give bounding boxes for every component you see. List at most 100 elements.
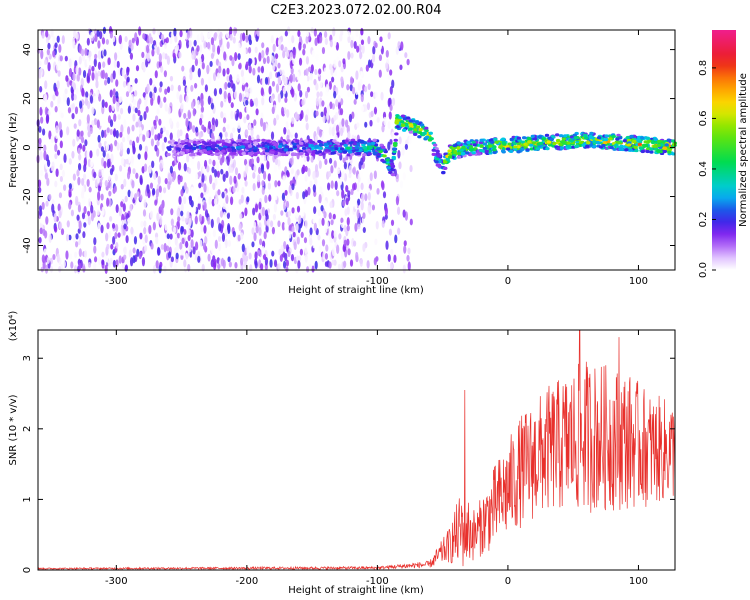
spectrogram-point (107, 181, 111, 189)
spectrogram-point (126, 133, 130, 142)
snr-y-tick-label: 2 (22, 426, 33, 432)
spectrogram-point (471, 140, 476, 145)
spectrogram-point (97, 256, 102, 266)
spectrogram-point (142, 209, 147, 217)
spectrogram-point (51, 199, 55, 206)
spectrogram-point (102, 61, 106, 68)
spectrogram-point (159, 204, 163, 211)
spectrogram-x-tick-label: 0 (505, 276, 511, 287)
spectrogram-point (93, 95, 97, 104)
spectrogram-point (217, 189, 221, 196)
spectrogram-point (324, 37, 328, 46)
spectrogram-point (98, 141, 102, 149)
spectrogram-point (392, 147, 397, 151)
spectrogram-point (254, 203, 259, 213)
snr-x-tick-label: -100 (366, 576, 389, 587)
spectrogram-point (283, 241, 287, 250)
spectrogram-point (89, 150, 93, 159)
spectrogram-point (379, 36, 383, 43)
spectrogram-point (106, 197, 110, 207)
spectrogram-point (97, 191, 101, 201)
spectrogram-point (332, 139, 337, 143)
spectrogram-point (211, 141, 216, 145)
spectrogram-point (117, 114, 121, 120)
spectrogram-point (247, 46, 252, 54)
spectrogram-point (84, 47, 88, 56)
spectrogram-point (138, 98, 142, 105)
spectrogram-point (395, 195, 400, 206)
spectrogram-point (468, 148, 474, 152)
spectrogram-point (111, 102, 115, 112)
spectrogram-point (282, 86, 287, 95)
spectrogram-point (206, 41, 211, 50)
spectrogram-point (199, 117, 203, 126)
spectrogram-point (333, 114, 337, 122)
spectrogram-point (317, 234, 321, 241)
spectrogram-point (143, 199, 147, 209)
spectrogram-point (171, 149, 177, 154)
spectrogram-point (362, 226, 366, 233)
spectrogram-point (151, 251, 155, 261)
spectrogram-point (307, 186, 311, 196)
spectrogram-point (140, 220, 144, 228)
spectrogram-point (299, 248, 303, 256)
spectrogram-point (347, 90, 351, 98)
spectrogram-point (83, 157, 87, 167)
spectrogram-point (67, 107, 72, 114)
spectrogram-point (343, 161, 347, 170)
spectrogram-point (229, 26, 233, 36)
spectrogram-point (304, 143, 309, 148)
spectrogram-point (314, 69, 318, 76)
spectrogram-point (280, 106, 285, 117)
spectrogram-point (261, 180, 265, 187)
spectrogram-point (229, 74, 233, 83)
spectrogram-point (266, 154, 271, 162)
spectrogram-point (281, 74, 286, 82)
spectrogram-point (109, 216, 113, 222)
spectrogram-point (97, 222, 101, 232)
spectrogram-point (361, 193, 365, 203)
spectrogram-point (258, 60, 262, 67)
spectrogram-point (75, 87, 79, 95)
spectrogram-point (76, 214, 80, 221)
spectrogram-point (248, 135, 252, 142)
spectrogram-point (150, 97, 154, 106)
spectrogram-point (194, 58, 199, 67)
spectrogram-point (488, 144, 493, 148)
spectrogram-point (343, 239, 347, 247)
spectrogram-point (180, 248, 184, 256)
spectrogram-point (198, 182, 202, 189)
spectrogram-point (309, 180, 313, 188)
spectrogram-point (118, 255, 122, 264)
spectrogram-point (277, 62, 281, 69)
spectrogram-point (238, 92, 243, 102)
spectrogram-point (445, 157, 450, 161)
spectrogram-point (153, 86, 157, 94)
spectrogram-point (122, 171, 126, 179)
spectrogram-point (64, 88, 68, 95)
spectrogram-point (66, 48, 70, 57)
spectrogram-point (197, 202, 201, 211)
spectrogram-point (201, 148, 207, 153)
spectrogram-point (362, 243, 366, 253)
spectrogram-point (143, 245, 148, 252)
spectrogram-point (55, 168, 59, 177)
spectrogram-point (297, 260, 301, 269)
spectrogram-point (208, 196, 212, 205)
spectrogram-point (181, 65, 185, 72)
spectrogram-point (101, 37, 106, 45)
spectrogram-point (200, 223, 204, 233)
spectrogram-point (352, 240, 357, 247)
spectrogram-point (574, 144, 580, 148)
spectrogram-point (253, 221, 257, 229)
spectrogram-point (203, 201, 207, 211)
spectrogram-point (84, 139, 88, 147)
spectrogram-point (586, 141, 591, 145)
spectrogram-point (312, 241, 316, 249)
spectrogram-point (296, 236, 300, 245)
spectrogram-point (336, 244, 340, 254)
spectrogram-point (153, 119, 157, 126)
spectrogram-point (113, 59, 117, 68)
spectrogram-point (207, 120, 212, 130)
